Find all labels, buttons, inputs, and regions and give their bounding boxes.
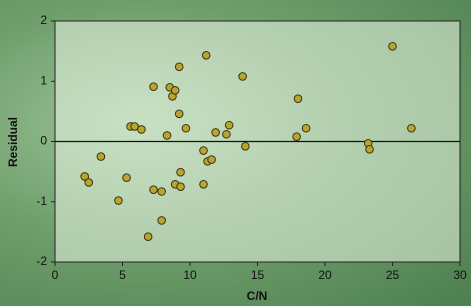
x-tick-label: 5 [119,268,126,282]
point [208,156,216,164]
y-tick-label: -1 [36,194,47,208]
point [158,217,166,225]
point [202,52,210,60]
point [389,43,397,51]
point [97,153,105,161]
point [177,183,185,191]
page: C/N Residual 0 5 10 15 20 25 30 -2 -1 0 1 2 [0,0,471,306]
point [408,124,416,132]
y-tick-label: -2 [36,254,47,268]
point [171,86,179,94]
x-tick-label: 25 [386,268,400,282]
point [138,126,146,134]
x-tick-label: 0 [52,268,59,282]
point [239,73,247,81]
point [223,130,231,138]
y-tick-label: 0 [40,134,47,148]
x-axis-title: C/N [247,289,268,303]
point [150,83,158,91]
point [144,233,152,241]
point [115,197,123,205]
y-tick-label: 2 [40,13,47,27]
point [158,188,166,196]
point [225,121,233,129]
y-axis-title: Residual [6,117,20,167]
point [366,146,374,154]
point [175,63,183,71]
point [294,95,302,103]
point [242,143,250,151]
point [85,179,93,187]
point [293,133,301,141]
point [123,174,131,182]
point [177,168,185,176]
point [302,124,310,132]
x-tick-label: 10 [183,268,197,282]
point [163,132,171,140]
point [150,186,158,194]
point [200,147,208,155]
x-tick-label: 15 [251,268,265,282]
chart: C/N Residual 0 5 10 15 20 25 30 -2 -1 0 1 2 [0,0,471,306]
y-tick-label: 1 [40,73,47,87]
x-tick-label: 20 [318,268,332,282]
x-tick-label: 30 [453,268,467,282]
point [200,180,208,188]
point [212,129,220,137]
point [175,110,183,118]
point [182,124,190,132]
